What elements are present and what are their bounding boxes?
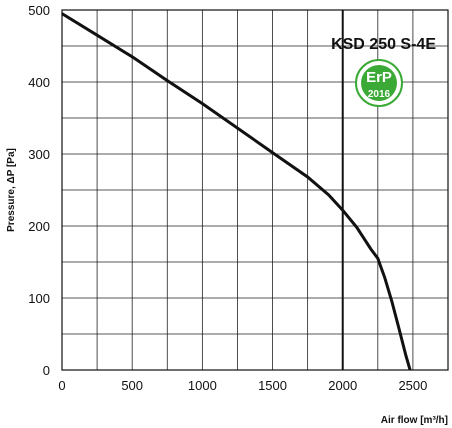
y-tick-label: 0 <box>43 363 50 378</box>
series-line <box>61 12 412 371</box>
x-tick-label: 2000 <box>328 378 357 393</box>
x-tick-label: 2500 <box>398 378 427 393</box>
erp-badge: ErP 2016 <box>355 59 403 107</box>
y-axis-title: Pressure, ΔP [Pa] <box>6 148 17 232</box>
x-tick-label: 1500 <box>258 378 287 393</box>
erp-badge-label: ErP <box>366 69 392 86</box>
x-axis-title: Air flow [m³/h] <box>381 415 448 426</box>
x-tick-label: 1000 <box>188 378 217 393</box>
y-tick-labels: 0 100 200 300 400 500 <box>28 3 50 378</box>
plot-frame <box>61 9 449 371</box>
x-tick-labels: 0 500 1000 1500 2000 2500 <box>58 378 427 393</box>
erp-badge-year: 2016 <box>368 89 391 100</box>
y-tick-label: 300 <box>28 147 50 162</box>
y-tick-label: 100 <box>28 291 50 306</box>
x-tick-label: 500 <box>121 378 143 393</box>
y-tick-label: 200 <box>28 219 50 234</box>
plot-border <box>61 9 449 371</box>
x-tick-label: 0 <box>58 378 65 393</box>
y-tick-label: 400 <box>28 75 50 90</box>
y-tick-label: 500 <box>28 3 50 18</box>
chart-title: KSD 250 S-4E <box>331 36 436 53</box>
